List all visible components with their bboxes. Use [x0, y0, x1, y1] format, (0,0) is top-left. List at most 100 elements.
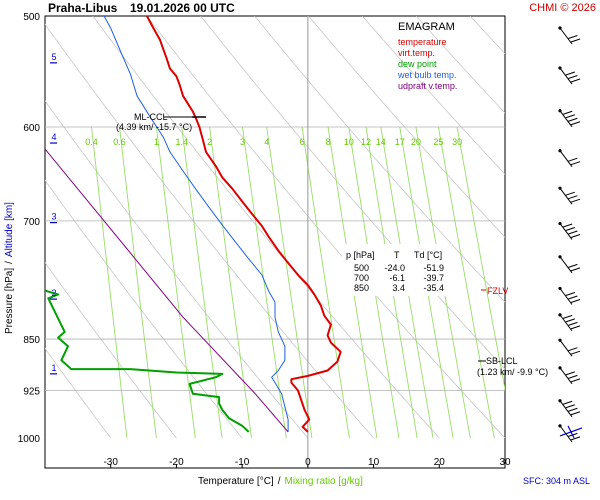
temperature-tick-label: 20: [434, 457, 446, 468]
table-cell: -35.4: [423, 283, 444, 293]
wind-barb-flag: [570, 299, 581, 303]
legend-item-virt-temp: virt.temp.: [398, 48, 435, 58]
wind-barb-icon: [558, 109, 581, 128]
wind-barb-icon: [558, 66, 581, 85]
fzlv-label: FZLV: [487, 286, 508, 296]
wind-barb-icon: [558, 313, 581, 332]
mixing-ratio-line: [365, 126, 418, 439]
altitude-tick-label: 5: [51, 52, 56, 62]
wind-barb-flag: [565, 292, 575, 296]
wind-barb-icon: [558, 186, 581, 205]
dry-adiabat-line: [45, 100, 309, 439]
legend-item-wet-bulb: wet bulb temp.: [397, 70, 457, 80]
mixing-ratio-label: 20: [411, 137, 421, 147]
dry-adiabat-line: [308, 16, 505, 238]
series-line-udpraft-v-temp-: [45, 148, 289, 433]
mixing-ratio-label: 6: [300, 137, 305, 147]
table-cell: -51.9: [423, 263, 444, 273]
wind-barb-flag: [568, 230, 578, 235]
wind-barb-shaft: [559, 288, 573, 305]
legend: EMAGRAM temperature virt.temp. dew point…: [397, 21, 457, 91]
wind-barb-flag: [565, 404, 575, 409]
table-cell: 700: [354, 273, 369, 283]
wind-barb-icon: [558, 366, 581, 385]
dry-adiabat-line: [254, 16, 505, 303]
mixing-ratio-line: [91, 126, 128, 439]
wind-barb-flag: [570, 121, 581, 126]
wind-barb-flag: [565, 318, 575, 323]
copyright-label: CHMI © 2026: [529, 2, 596, 14]
mixing-ratio-label: 10: [344, 137, 354, 147]
wind-barb-shaft: [559, 110, 573, 128]
mixing-ratio-line: [209, 126, 252, 439]
mixing-ratio-line: [437, 126, 495, 439]
series-line-wet-bulb-temp-: [103, 16, 289, 432]
wind-barb-flag: [570, 38, 581, 43]
wind-barb-flag: [568, 195, 578, 200]
wind-barb-icon: [558, 399, 581, 418]
mixing-ratio-label: 4: [264, 137, 269, 147]
mixing-ratio-label: 1: [154, 137, 159, 147]
wind-barb-shaft: [559, 400, 573, 418]
dry-adiabat-line: [578, 16, 600, 438]
wind-barb-icon: [558, 286, 581, 305]
temperature-tick-label: 30: [499, 457, 511, 468]
pressure-tick-label: 700: [23, 217, 40, 228]
temperature-tick-label: -10: [235, 457, 250, 468]
temperature-tick-label: -20: [169, 457, 184, 468]
wind-barb-flag: [568, 35, 578, 39]
wind-barb-flag: [568, 374, 578, 379]
altitude-tick-label: 1: [51, 363, 56, 373]
wind-barb-flag: [570, 325, 581, 330]
sfc-note: SFC: 304 m ASL: [523, 476, 590, 486]
table-cell: -24.0: [384, 263, 405, 273]
mixing-ratio-label: 17: [395, 137, 405, 147]
wind-barb-flag: [570, 78, 581, 83]
wind-barb-shaft: [559, 223, 573, 240]
wind-barb-flag: [568, 117, 578, 122]
table-cell: -39.7: [423, 273, 444, 283]
table-cell: 500: [354, 263, 369, 273]
table-header-t: T: [394, 250, 400, 260]
mixing-ratio-line: [348, 126, 400, 439]
mixing-ratio-label: 8: [326, 137, 331, 147]
mixing-ratio-line: [327, 126, 378, 439]
altitude-tick-label: 3: [51, 212, 56, 222]
wind-barb-flag: [570, 350, 581, 355]
pressure-tick-label: 1000: [18, 434, 41, 445]
ml-ccl-label: ML-CCL: [134, 112, 168, 122]
mixing-ratio-label: 25: [433, 137, 443, 147]
mixing-ratio-line: [266, 126, 313, 439]
table-cell: 3.4: [392, 283, 405, 293]
mixing-ratio-line: [155, 126, 196, 439]
wind-barb-flag: [568, 321, 578, 326]
mixing-ratio-label: 30: [452, 137, 462, 147]
mixing-ratio-label: 3: [240, 137, 245, 147]
wind-barb-flag: [570, 411, 581, 416]
altitude-tick-label: 2: [51, 288, 56, 298]
dry-adiabat-line: [45, 347, 112, 439]
table-cell: 850: [354, 283, 369, 293]
wind-barb-flag: [565, 114, 575, 119]
dry-adiabat-line: [361, 16, 505, 175]
wind-barb-icon: [558, 26, 581, 45]
wind-barb-flag: [570, 378, 581, 383]
mixing-ratio-line: [242, 126, 287, 439]
wind-barb-shaft: [559, 150, 573, 168]
wind-barb-flag: [570, 198, 581, 203]
wind-barb-flag: [563, 400, 573, 405]
wind-barb-flag: [565, 371, 575, 376]
wind-barb-shaft: [559, 187, 573, 205]
wind-barb-flag: [570, 436, 581, 441]
mixing-ratio-line: [399, 126, 454, 439]
mixing-ratio-label: 0.4: [85, 137, 98, 147]
wind-barb-shaft: [559, 27, 573, 45]
mixing-ratio-line: [301, 126, 350, 439]
surface-wind-barb: [567, 425, 575, 439]
sb-lcl-sub: (1.23 km/ -9.9 °C): [477, 367, 548, 377]
temperature-tick-label: -30: [103, 457, 118, 468]
wind-barbs: [558, 26, 583, 443]
mixing-ratio-label: 2: [207, 137, 212, 147]
temperature-tick-label: 0: [305, 457, 311, 468]
